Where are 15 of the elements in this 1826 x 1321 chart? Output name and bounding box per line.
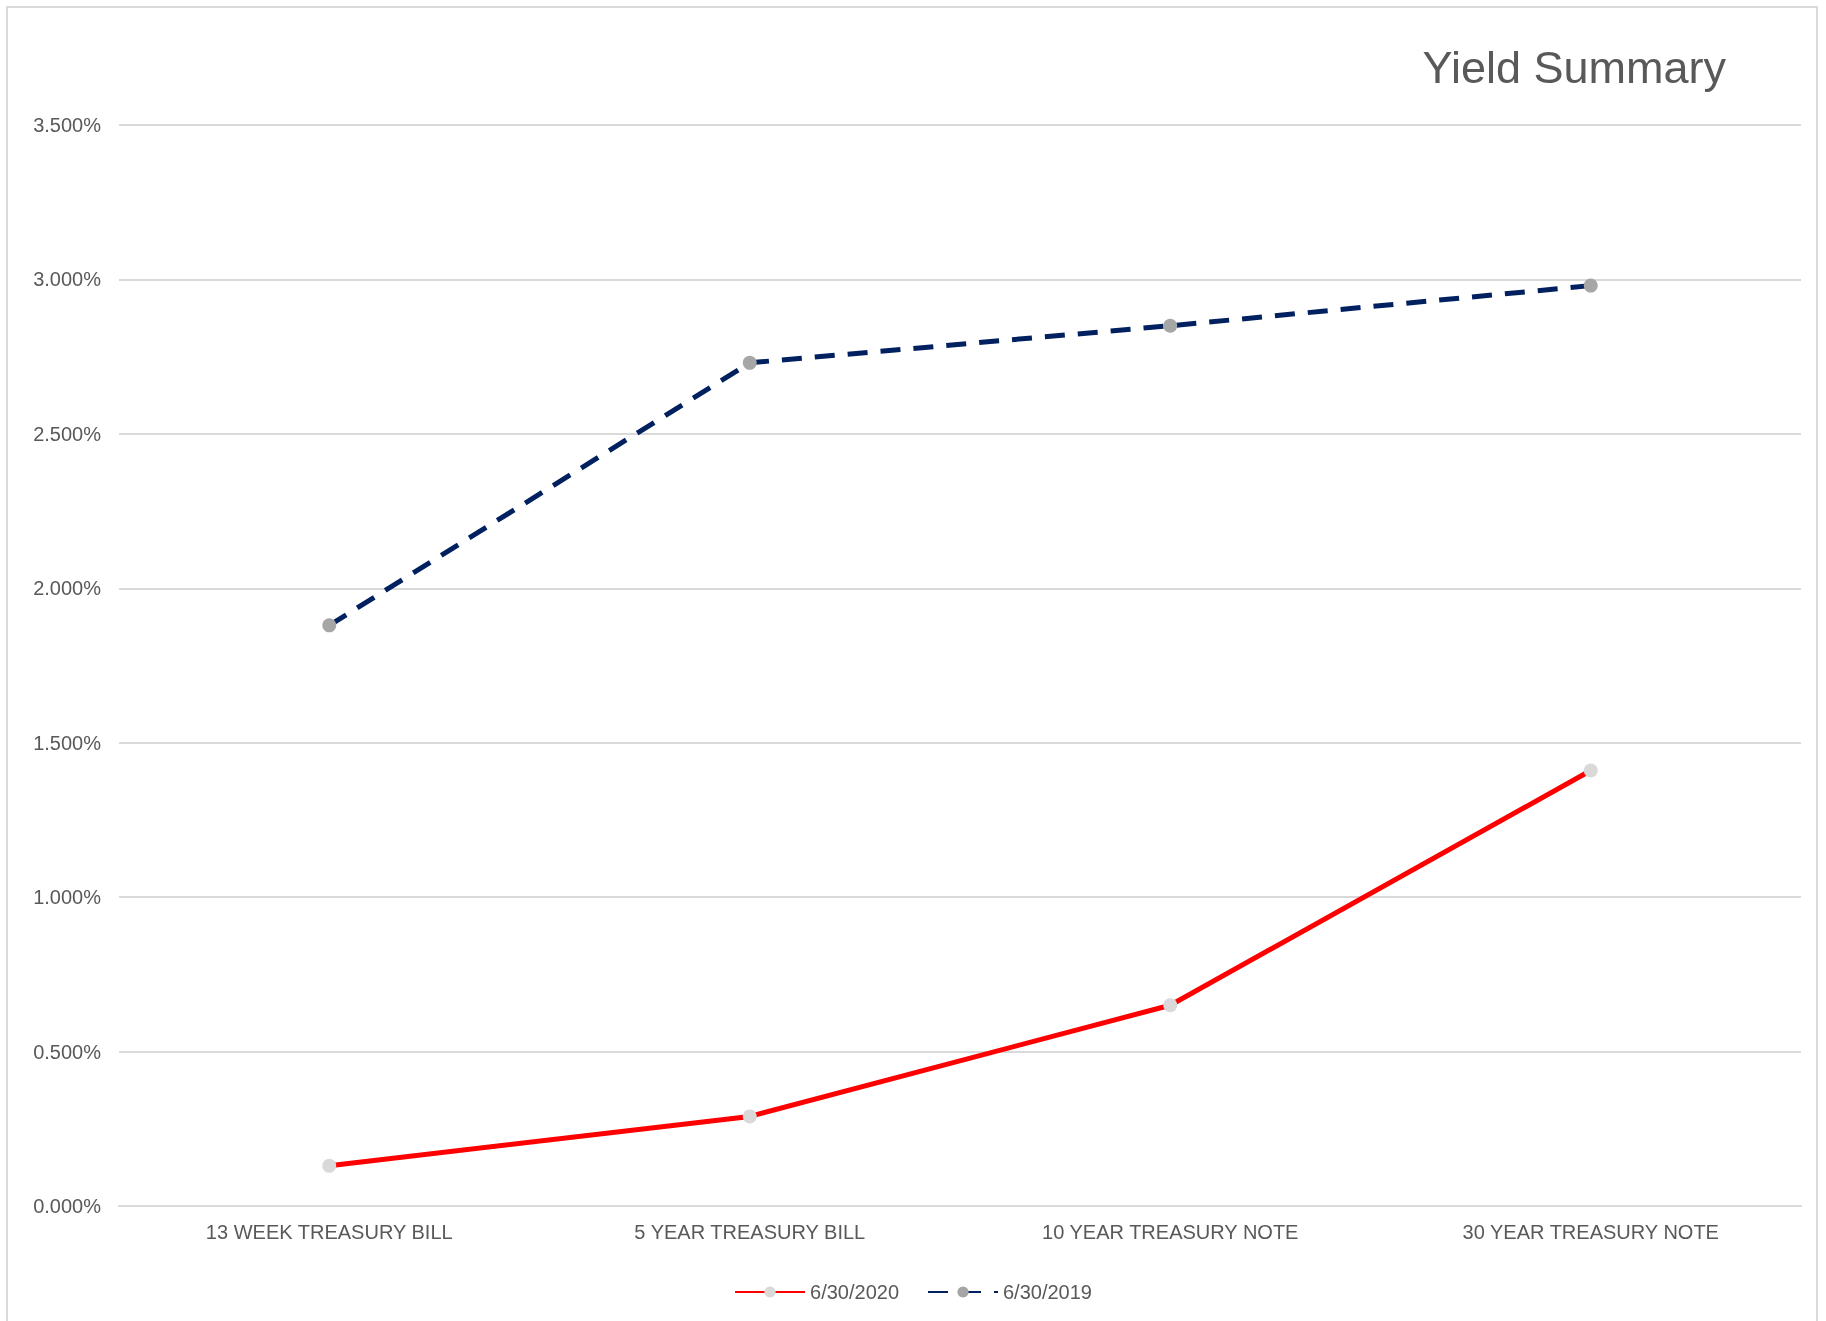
x-tick-label: 10 YEAR TREASURY NOTE bbox=[1042, 1221, 1299, 1243]
y-tick-label: 0.000% bbox=[33, 1195, 102, 1217]
chart-title: Yield Summary bbox=[1422, 42, 1727, 93]
y-tick-label: 1.500% bbox=[33, 731, 102, 754]
legend-label: 6/30/2019 bbox=[1003, 1281, 1092, 1303]
y-tick-label: 2.000% bbox=[33, 577, 102, 600]
y-tick-label: 3.000% bbox=[33, 268, 102, 291]
y-tick-label: 3.500% bbox=[33, 114, 102, 136]
y-tick-label: 2.500% bbox=[33, 422, 102, 445]
x-tick-label: 5 YEAR TREASURY BILL bbox=[634, 1221, 866, 1243]
y-tick-label: 1.000% bbox=[33, 886, 102, 909]
y-tick-label: 0.500% bbox=[33, 1040, 102, 1063]
legend-label: 6/30/2020 bbox=[810, 1281, 900, 1303]
x-tick-label: 30 YEAR TREASURY NOTE bbox=[1462, 1221, 1719, 1243]
x-tick-label: 13 WEEK TREASURY BILL bbox=[205, 1221, 453, 1243]
